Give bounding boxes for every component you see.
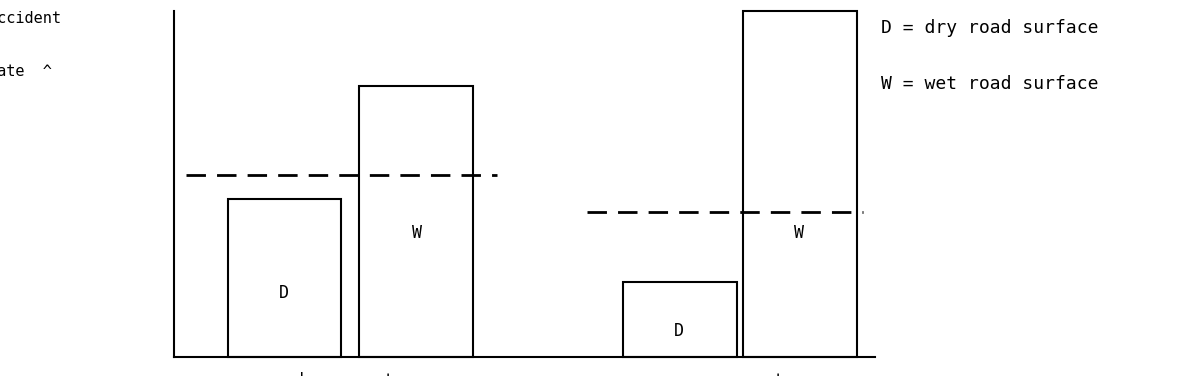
Text: worn pavement: worn pavement	[654, 372, 783, 376]
Bar	[359, 86, 473, 357]
Bar	[228, 199, 341, 357]
Text: W: W	[412, 224, 422, 242]
Text: D: D	[279, 284, 289, 302]
Text: W: W	[794, 224, 804, 242]
Text: W = wet road surface: W = wet road surface	[881, 75, 1099, 93]
Text: accident: accident	[0, 11, 61, 26]
Text: good pavement: good pavement	[265, 372, 394, 376]
Text: D = dry road surface: D = dry road surface	[881, 19, 1099, 37]
Text: rate  ^: rate ^	[0, 64, 52, 79]
Bar	[743, 11, 857, 357]
Text: D: D	[674, 322, 684, 340]
Bar	[623, 282, 737, 357]
